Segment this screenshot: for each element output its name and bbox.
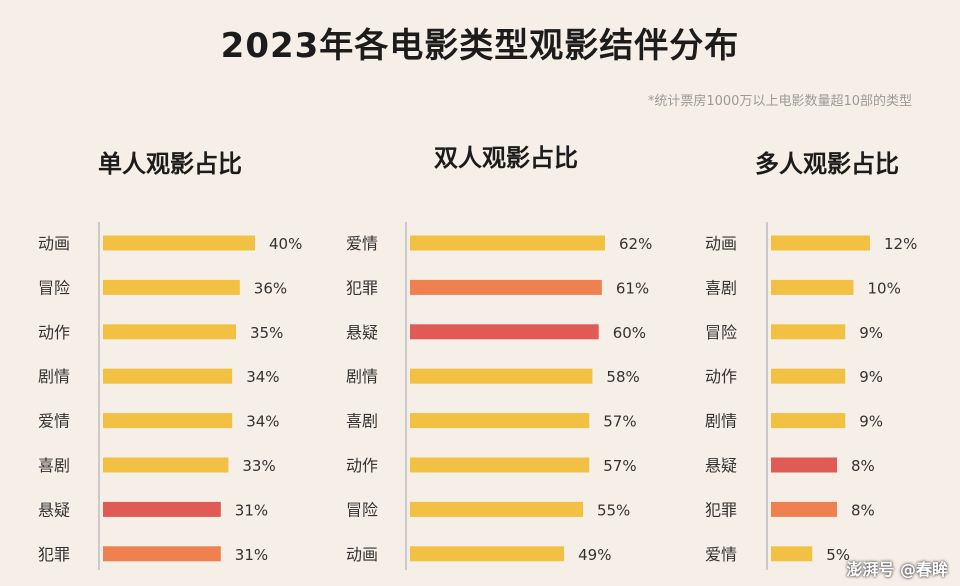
category-label: 喜剧 [346, 412, 378, 431]
data-label: 8% [851, 457, 875, 475]
data-label: 31% [235, 546, 268, 564]
bar [103, 457, 229, 473]
category-label: 爱情 [38, 412, 70, 431]
panel-title: 单人观影占比 [98, 150, 242, 178]
chart-title: 2023年各电影类型观影结伴分布 [220, 26, 740, 66]
bar [771, 324, 846, 340]
bar [103, 279, 240, 295]
data-label: 34% [246, 368, 279, 386]
bar [410, 413, 590, 429]
category-label: 喜剧 [705, 278, 737, 297]
data-label: 12% [884, 235, 917, 253]
bar [771, 413, 846, 429]
category-label: 犯罪 [38, 545, 70, 564]
category-label: 喜剧 [38, 456, 70, 475]
data-label: 35% [250, 324, 283, 342]
data-label: 61% [616, 279, 649, 297]
data-label: 55% [597, 501, 630, 519]
data-label: 34% [246, 413, 279, 431]
category-label: 动画 [38, 234, 70, 253]
bar [410, 235, 605, 251]
category-label: 动画 [705, 234, 737, 253]
bar [103, 501, 221, 517]
bar [410, 457, 590, 473]
watermark: 澎湃号 @春眸 [846, 560, 948, 579]
bar [771, 546, 813, 562]
data-label: 31% [235, 501, 268, 519]
category-label: 悬疑 [346, 323, 378, 342]
data-label: 9% [859, 368, 883, 386]
data-label: 8% [851, 501, 875, 519]
data-label: 49% [578, 546, 611, 564]
data-label: 33% [242, 457, 275, 475]
bar [410, 324, 599, 340]
data-label: 60% [613, 324, 646, 342]
category-label: 动作 [346, 456, 378, 475]
category-label: 犯罪 [705, 500, 737, 519]
category-label: 犯罪 [346, 278, 378, 297]
data-label: 57% [603, 457, 636, 475]
category-label: 动作 [705, 367, 737, 386]
bar [103, 324, 236, 340]
bar [103, 546, 221, 562]
data-label: 5% [826, 546, 850, 564]
category-label: 冒险 [38, 278, 70, 297]
bar [771, 368, 846, 384]
data-label: 9% [859, 324, 883, 342]
category-label: 剧情 [705, 412, 737, 431]
category-label: 悬疑 [705, 456, 737, 475]
bar [410, 546, 565, 562]
data-label: 36% [254, 279, 287, 297]
category-label: 悬疑 [38, 500, 70, 519]
category-label: 剧情 [38, 367, 70, 386]
category-label: 动画 [346, 545, 378, 564]
bar [410, 501, 583, 517]
bar [103, 235, 255, 251]
bar [103, 413, 233, 429]
panel-title: 双人观影占比 [434, 144, 578, 172]
category-label: 爱情 [705, 545, 737, 564]
data-label: 57% [603, 413, 636, 431]
bar [410, 279, 602, 295]
data-label: 58% [606, 368, 639, 386]
bar [103, 368, 233, 384]
data-label: 40% [269, 235, 302, 253]
category-label: 剧情 [346, 367, 378, 386]
bar [771, 235, 870, 251]
category-label: 冒险 [346, 500, 378, 519]
bar [410, 368, 593, 384]
category-label: 爱情 [346, 234, 378, 253]
data-label: 9% [859, 413, 883, 431]
category-label: 冒险 [705, 323, 737, 342]
bar [771, 501, 837, 517]
bar [771, 279, 854, 295]
chart-subtitle: *统计票房1000万以上电影数量超10部的类型 [647, 94, 912, 109]
data-label: 10% [868, 279, 901, 297]
category-label: 动作 [38, 323, 70, 342]
data-label: 62% [619, 235, 652, 253]
bar [771, 457, 837, 473]
panel-title: 多人观影占比 [755, 150, 899, 178]
